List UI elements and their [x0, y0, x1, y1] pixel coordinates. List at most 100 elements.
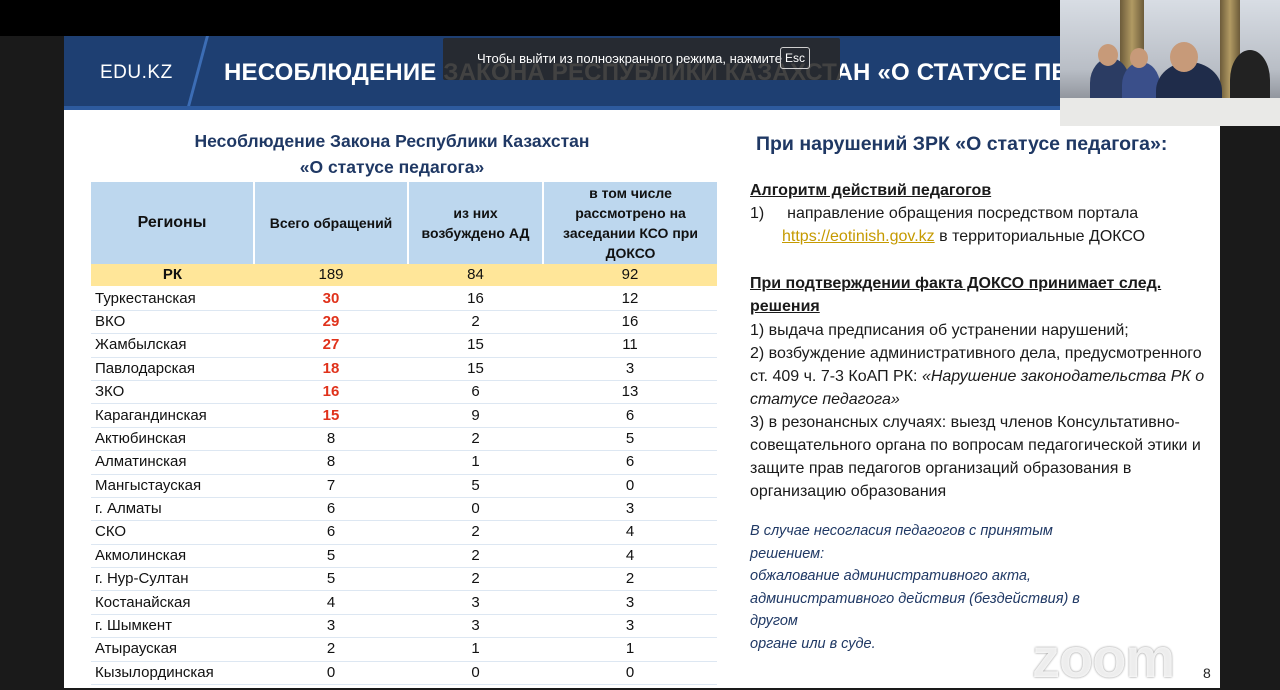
decision-2-prefix: ст. 409 ч. 7-3 КоАП РК: — [750, 368, 918, 385]
header-kso: в том числе рассмотрено на заседании КСО… — [543, 182, 717, 264]
eotinish-link[interactable]: https://eotinish.gov.kz — [782, 228, 935, 245]
regions-table: Регионы Всего обращений из них возбужден… — [91, 182, 717, 686]
cell-ad: 16 — [408, 286, 543, 311]
table-row: Туркестанская 30 16 12 — [91, 286, 717, 311]
table-title: Несоблюдение Закона Республики Казахстан… — [92, 128, 692, 180]
cell-ad: 6 — [408, 380, 543, 405]
algo-item-text: направление обращения посредством портал… — [787, 205, 1139, 222]
table-row: Костанайская 4 3 3 — [91, 590, 717, 615]
decision-3-line2: совещательного органа по вопросам педаго… — [750, 437, 1201, 454]
cell-region: Мангыстауская — [91, 474, 254, 498]
cell-region: Костанайская — [91, 590, 254, 615]
decision-2-line1: 2) возбуждение административного дела, п… — [750, 345, 1202, 362]
cell-ad: 9 — [408, 403, 543, 428]
cell-kso: 11 — [543, 333, 717, 358]
appeal-note-line4: органе или в суде. — [750, 635, 876, 652]
cell-total: 27 — [254, 333, 408, 358]
cell-ad: 2 — [408, 310, 543, 335]
cell-ad: 2 — [408, 427, 543, 452]
cell-region: Павлодарская — [91, 357, 254, 381]
decision-2-line2: ст. 409 ч. 7-3 КоАП РК: «Нарушение закон… — [750, 365, 1212, 388]
cell-kso: 6 — [543, 450, 717, 475]
participant-head — [1170, 42, 1198, 72]
header-total: Всего обращений — [254, 182, 409, 264]
table-row: Павлодарская 18 15 3 — [91, 357, 717, 381]
cell-kso: 13 — [543, 380, 717, 405]
header-ad: из них возбуждено АД — [408, 182, 544, 264]
presentation-slide: EDU.KZ НЕСОБЛЮДЕНИЕ ЗАКОНА РЕСПУБЛИКИ КА… — [64, 36, 1220, 688]
table-row: Кызылординская 0 0 0 — [91, 661, 717, 686]
cell-ad: 15 — [408, 333, 543, 358]
cell-kso: 2 — [543, 567, 717, 592]
participant-video-thumbnail[interactable] — [1060, 0, 1280, 126]
cell-total: 3 — [254, 614, 408, 639]
confirm-heading-line1: При подтверждении факта ДОКСО принимает … — [750, 275, 1162, 292]
decision-2-line3: статусе педагога» — [750, 391, 900, 408]
video-desk — [1060, 98, 1280, 126]
table-row: г. Нур-Султан 5 2 2 — [91, 567, 717, 592]
cell-kso: 5 — [543, 427, 717, 452]
cell-ad: 0 — [408, 497, 543, 522]
table-row: Акмолинская 5 2 4 — [91, 544, 717, 569]
cell-kso: 1 — [543, 637, 717, 662]
cell-region: Атырауская — [91, 637, 254, 662]
cell-ad: 15 — [408, 357, 543, 381]
cell-kso: 16 — [543, 310, 717, 335]
table-row-total: РК 189 84 92 — [91, 264, 717, 288]
cell-region: г. Шымкент — [91, 614, 254, 639]
cell-total: 6 — [254, 520, 408, 545]
cell-total: 189 — [254, 264, 408, 288]
esc-key-badge[interactable]: Esc — [780, 47, 811, 69]
table-header-row: Регионы Всего обращений из них возбужден… — [91, 182, 717, 264]
table-row: ЗКО 16 6 13 — [91, 380, 717, 405]
cell-ad: 1 — [408, 450, 543, 475]
cell-kso: 6 — [543, 403, 717, 428]
cell-region: Туркестанская — [91, 286, 254, 311]
slide-page-number: 8 — [1203, 665, 1211, 681]
cell-ad: 2 — [408, 544, 543, 569]
participant-head — [1098, 44, 1118, 66]
cell-region: ВКО — [91, 310, 254, 335]
cell-kso: 0 — [543, 474, 717, 498]
cell-ad: 3 — [408, 590, 543, 615]
algo-item-number: 1) — [750, 205, 765, 222]
cell-total: 8 — [254, 450, 408, 475]
cell-region: СКО — [91, 520, 254, 545]
cell-kso: 3 — [543, 590, 717, 615]
zoom-watermark: zoom — [1032, 626, 1175, 689]
algo-heading: Алгоритм действий педагогов — [750, 182, 992, 199]
cell-total: 15 — [254, 403, 408, 428]
cell-region: Кызылординская — [91, 661, 254, 686]
table-row: Алматинская 8 1 6 — [91, 450, 717, 475]
cell-region: РК — [91, 264, 254, 288]
cell-ad: 2 — [408, 520, 543, 545]
cell-ad: 5 — [408, 474, 543, 498]
cell-region: Акмолинская — [91, 544, 254, 569]
cell-region: Актюбинская — [91, 427, 254, 452]
algo-item: 1) направление обращения посредством пор… — [750, 202, 1212, 225]
cell-region: Алматинская — [91, 450, 254, 475]
table-row: Актюбинская 8 2 5 — [91, 427, 717, 452]
cell-ad: 2 — [408, 567, 543, 592]
cell-total: 4 — [254, 590, 408, 615]
cell-kso: 4 — [543, 520, 717, 545]
cell-total: 30 — [254, 286, 408, 311]
decision-3-line1: 3) в резонансных случаях: выезд членов К… — [750, 414, 1180, 431]
table-row: ВКО 29 2 16 — [91, 310, 717, 335]
cell-total: 6 — [254, 497, 408, 522]
cell-kso: 92 — [543, 264, 717, 288]
edu-kz-logo: EDU.KZ — [100, 62, 173, 83]
appeal-note-line3: административного действия (бездействия)… — [750, 590, 1080, 630]
cell-ad: 84 — [408, 264, 543, 288]
cell-ad: 3 — [408, 614, 543, 639]
cell-total: 5 — [254, 544, 408, 569]
cell-region: Жамбылская — [91, 333, 254, 358]
cell-ad: 0 — [408, 661, 543, 686]
cell-total: 7 — [254, 474, 408, 498]
appeal-note-line1: В случае несогласия педагогов с принятым… — [750, 523, 1053, 562]
cell-total: 29 — [254, 310, 408, 335]
algo-item-tail: в территориальные ДОКСО — [939, 228, 1146, 245]
cell-kso: 12 — [543, 286, 717, 311]
cell-ad: 1 — [408, 637, 543, 662]
cell-kso: 3 — [543, 357, 717, 381]
